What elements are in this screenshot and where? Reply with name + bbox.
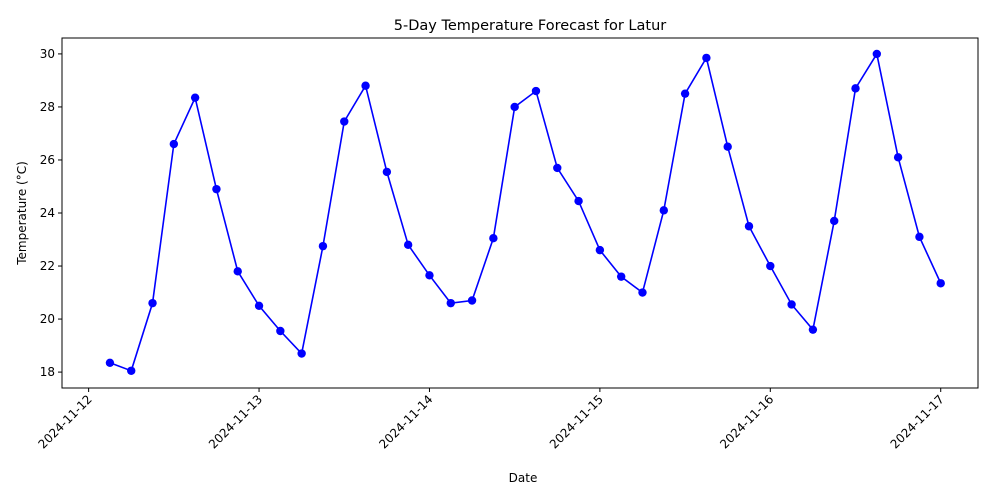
data-point — [510, 102, 519, 112]
data-point — [361, 81, 370, 90]
data-point — [723, 142, 732, 151]
y-axis-label: Temperature (°C) — [15, 161, 29, 266]
plot-frame — [61, 37, 979, 389]
data-point — [446, 298, 455, 308]
data-point — [595, 245, 605, 255]
y-tick-label: 24 — [40, 206, 55, 220]
x-axis-ticks: 2024-11-12 2024-11-13 2024-11-14 2024-11-15… — [36, 388, 947, 451]
data-point — [787, 300, 796, 309]
data-point — [318, 241, 328, 251]
data-point — [212, 184, 221, 194]
data-point — [297, 349, 306, 358]
y-axis-ticks: 18 20 22 24 26 28 30 — [40, 47, 62, 379]
data-point — [105, 358, 115, 368]
data-point — [467, 296, 477, 305]
data-point — [574, 196, 583, 206]
data-point — [531, 86, 541, 96]
data-point — [936, 279, 945, 288]
data-point — [702, 53, 711, 63]
x-tick-label: 2024-11-17 — [888, 392, 947, 451]
data-point — [830, 216, 839, 226]
chart-title: 5-Day Temperature Forecast for Latur — [394, 18, 667, 34]
y-tick-label: 28 — [40, 100, 55, 114]
data-point — [659, 206, 668, 215]
data-point — [915, 232, 924, 242]
data-point — [680, 89, 690, 98]
data-point — [254, 301, 264, 310]
data-point — [893, 153, 903, 162]
data-point — [851, 84, 860, 93]
x-tick-label: 2024-11-14 — [376, 392, 435, 451]
data-point — [276, 326, 285, 336]
series-line — [109, 51, 942, 372]
data-point — [403, 240, 413, 250]
data-point — [169, 139, 179, 149]
data-point — [148, 298, 157, 308]
y-tick-label: 22 — [40, 259, 55, 273]
data-point — [425, 271, 434, 280]
data-point — [872, 49, 882, 59]
x-tick-label: 2024-11-13 — [206, 392, 265, 451]
data-point — [744, 222, 754, 231]
data-point — [190, 93, 200, 102]
y-tick-label: 26 — [40, 153, 55, 167]
data-point — [616, 272, 626, 281]
plot-area — [105, 49, 945, 375]
x-tick-label: 2024-11-12 — [36, 392, 95, 451]
data-point — [766, 261, 775, 271]
data-point — [638, 288, 647, 297]
data-point — [808, 325, 818, 334]
x-axis-label: Date — [509, 471, 538, 485]
y-tick-label: 20 — [40, 312, 55, 326]
x-tick-label: 2024-11-16 — [717, 392, 776, 451]
data-point — [127, 366, 136, 375]
data-point — [340, 117, 349, 126]
y-tick-label: 18 — [40, 365, 55, 379]
data-point — [233, 267, 242, 276]
x-tick-label: 2024-11-15 — [547, 392, 606, 451]
y-tick-label: 30 — [40, 47, 55, 61]
data-point — [553, 163, 562, 173]
data-point — [382, 167, 392, 177]
data-point — [489, 233, 498, 243]
